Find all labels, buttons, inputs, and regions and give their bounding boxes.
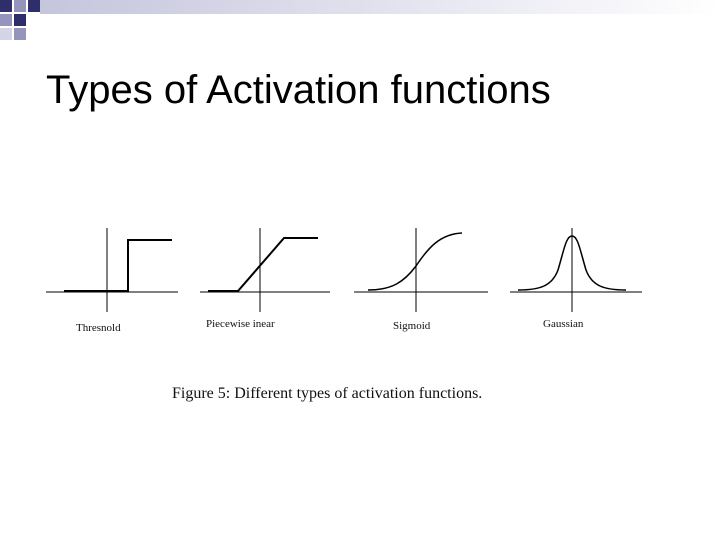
gaussian-plot — [510, 228, 642, 312]
header-square — [0, 28, 12, 40]
sigmoid-plot — [354, 228, 488, 312]
header-square — [14, 0, 26, 12]
piecewise-curve — [208, 237, 318, 292]
header-square — [28, 0, 40, 12]
header-decoration — [0, 0, 720, 40]
gaussian-curve — [517, 235, 627, 291]
threshold-label: Thresnold — [76, 322, 121, 334]
figure-caption: Figure 5: Different types of activation … — [172, 385, 482, 402]
threshold-curve — [64, 239, 172, 292]
header-square — [14, 14, 26, 26]
sigmoid-curve — [367, 232, 463, 291]
gaussian-label: Gaussian — [543, 318, 584, 330]
header-gradient-bar — [40, 0, 720, 14]
threshold-plot — [46, 228, 178, 312]
piecewise-linear-plot — [200, 228, 330, 312]
slide-title: Types of Activation functions — [46, 68, 551, 112]
header-square — [14, 28, 26, 40]
header-square — [0, 14, 12, 26]
header-square — [0, 0, 12, 12]
sigmoid-label: Sigmoid — [393, 320, 431, 332]
piecewise-linear-label: Piecewise inear — [206, 318, 275, 330]
